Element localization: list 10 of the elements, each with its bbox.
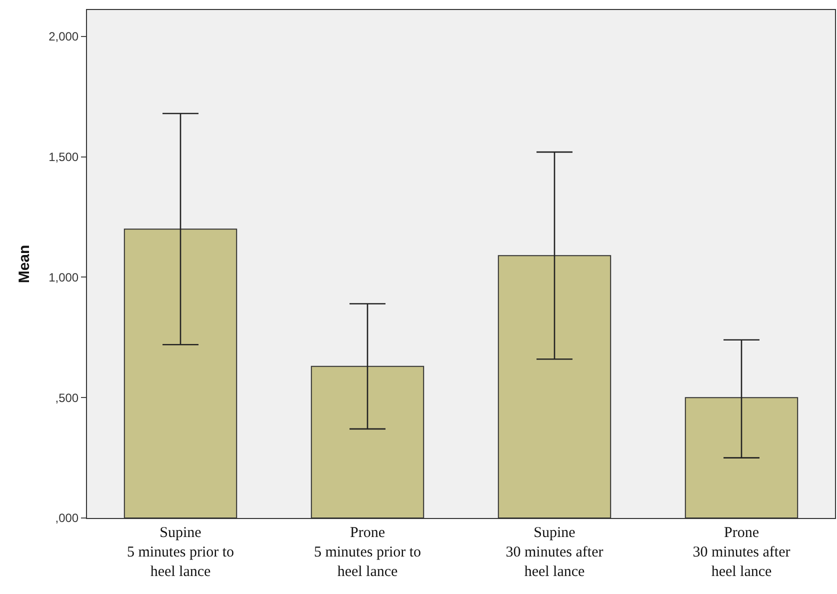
x-tick-label: Prone 5 minutes prior to heel lance xyxy=(314,525,422,580)
y-tick-label: 1,500 xyxy=(48,150,79,164)
y-axis-title: Mean xyxy=(16,244,33,284)
y-tick-label: ,500 xyxy=(55,390,79,405)
y-tick-label: ,000 xyxy=(55,511,79,526)
x-tick-label: Prone 30 minutes after heel lance xyxy=(692,525,790,580)
y-tick-label: 1,000 xyxy=(48,270,79,284)
x-tick-label: Supine 5 minutes prior to heel lance xyxy=(126,525,234,580)
x-tick-label: Supine 30 minutes after heel lance xyxy=(506,525,604,580)
y-tick-label: 2,000 xyxy=(48,30,79,44)
